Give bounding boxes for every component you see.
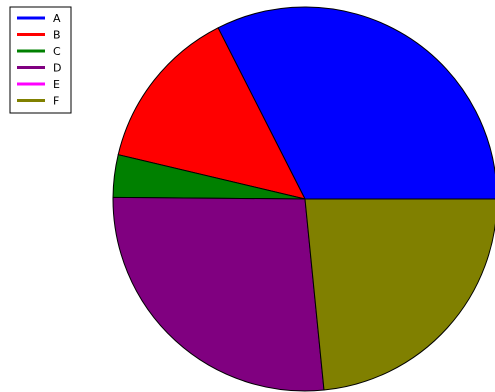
legend-label-b: B xyxy=(53,29,61,42)
pie-slice-a xyxy=(217,6,495,200)
legend-box xyxy=(9,6,72,114)
legend-label-c: C xyxy=(53,45,61,58)
pie-slices xyxy=(112,6,495,392)
pie-slice-f xyxy=(304,198,495,391)
pie-slice-b xyxy=(117,27,306,200)
legend-label-e: E xyxy=(53,78,60,91)
legend-label-d: D xyxy=(53,62,61,75)
pie-slice-d xyxy=(112,196,325,392)
legend-label-a: A xyxy=(53,12,61,25)
legend-label-f: F xyxy=(53,95,59,108)
